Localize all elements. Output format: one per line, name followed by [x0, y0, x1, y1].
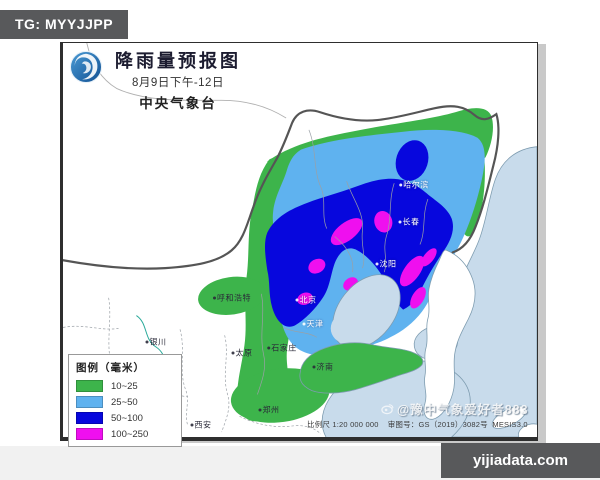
- legend-title: 图例（毫米）: [76, 362, 145, 374]
- cma-logo-icon: [69, 50, 103, 84]
- scale-note: 比例尺 1:20 000 000 审图号：GS（2019）3082号 MESIS…: [307, 420, 528, 429]
- city-label-jinan: 济南: [313, 362, 334, 373]
- city-label-tianjin: 天津: [303, 319, 324, 330]
- map-agency: 中央气象台: [139, 96, 217, 111]
- map-legend: 图例（毫米） 10~25 25~50 50~100 100~250: [68, 354, 182, 447]
- map-title-block: 降雨量预报图 8月9日下午-12日 中央气象台: [69, 47, 241, 112]
- city-label-taiyuan: 太原: [232, 348, 253, 359]
- map-title: 降雨量预报图: [115, 51, 241, 71]
- korea-landmass: [423, 249, 476, 420]
- legend-swatch-green: [76, 380, 103, 392]
- city-label-zhengzhou: 郑州: [259, 405, 280, 416]
- china-national-border: [63, 105, 500, 270]
- city-label-changchun: 长春: [399, 217, 420, 228]
- legend-swatch-lightblue: [76, 396, 103, 408]
- shandong-green-region: [299, 342, 424, 394]
- map-date-range: 8月9日下午-12日: [132, 77, 224, 89]
- japan-islands: [491, 405, 537, 437]
- site-watermark-badge: yijiadata.com: [441, 443, 600, 478]
- city-label-shenyang: 沈阳: [376, 259, 397, 270]
- legend-swatch-magenta: [76, 428, 103, 440]
- legend-item: 25~50: [76, 396, 174, 408]
- city-label-beijing: 北京: [296, 295, 317, 306]
- map-watermark-text: @豫中气象爱好者883: [397, 403, 529, 417]
- city-label-yinchuan: 银川: [146, 337, 167, 348]
- legend-item: 100~250: [76, 428, 174, 440]
- tg-watermark-badge: TG: MYYJJPP: [0, 10, 128, 39]
- city-label-shijiazhuang: 石家庄: [267, 343, 297, 354]
- city-label-xian: 西安: [191, 420, 212, 431]
- map-watermark: @豫中气象爱好者883: [381, 399, 529, 418]
- precipitation-forecast-map: 降雨量预报图 8月9日下午-12日 中央气象台 图例（毫米） 10~25 25~…: [60, 42, 538, 447]
- legend-item: 10~25: [76, 380, 174, 392]
- city-label-hohhot: 呼和浩特: [213, 293, 251, 304]
- weibo-icon: [381, 402, 394, 415]
- legend-swatch-blue: [76, 412, 103, 424]
- city-label-harbin: 哈尔滨: [399, 180, 429, 191]
- legend-item: 50~100: [76, 412, 174, 424]
